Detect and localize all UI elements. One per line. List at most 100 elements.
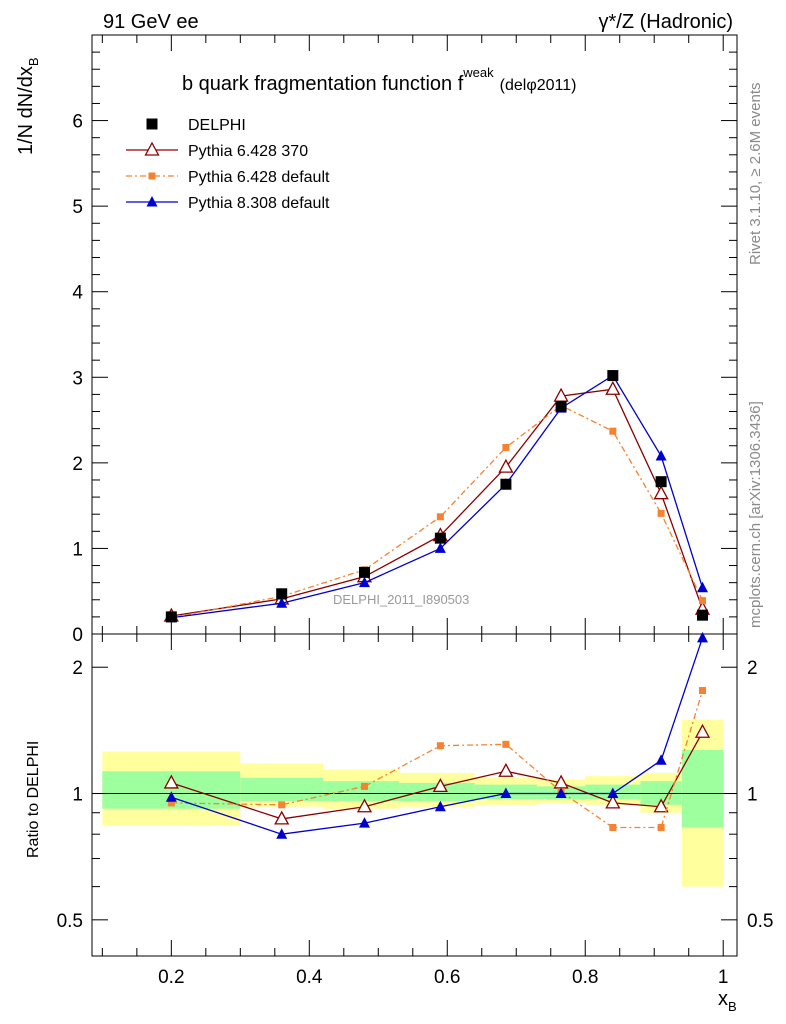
ratio-panel-frame [91,633,738,957]
top-ytick-label-4: 4 [72,283,83,304]
top-line-pythia-6-428-default [171,404,704,619]
top-point-pythia-6-428-default-4 [502,443,510,451]
ratio-point-pythia-6-428-370-2 [356,798,373,813]
ratio-point-pythia-8-308-default-5 [555,787,567,799]
ratio-point-pythia-6-428-default-2 [360,782,368,790]
header-right-prefix: γ*/Z [599,11,635,33]
xlabel-sub: B [728,999,737,1014]
ratio-series-pythia-6-428-370 [163,723,711,825]
top-point-delphi-8 [697,609,709,621]
ratio-point-pythia-6-428-370-3 [432,778,448,793]
ratio-panel-series [163,631,711,839]
ratio-point-pythia-6-428-370-6 [605,794,621,809]
top-point-pythia-8-308-default-1 [276,597,288,608]
xlabel-main: x [718,988,728,1010]
ratio-point-pythia-8-308-default-6 [607,787,619,799]
rivet-label: Rivet 3.1.10, ≥ 2.6M events [747,83,764,266]
top-point-delphi-5 [555,400,567,412]
ratio-point-pythia-8-308-default-2 [358,817,370,828]
top-point-pythia-6-428-default-3 [436,513,444,521]
top-series-pythia-6-428-default [167,402,707,622]
legend: DELPHI Pythia 6.428 370 Pythia 6.428 defau… [126,117,330,212]
ratio-ylabel: Ratio to DELPHI [25,741,42,858]
ratio-ytick-label-right-2: 2 [747,658,758,679]
top-point-delphi-1 [276,588,288,600]
header-left: 91 GeV ee [103,11,199,33]
ratio-point-pythia-8-308-default-8 [697,631,709,643]
xlabel: xB [718,988,737,1014]
top-point-pythia-6-428-default-7 [657,509,665,517]
legend-marker-pythia-6-428-370 [144,141,160,156]
top-series-delphi [165,370,709,623]
ratio-ytick-label-right-0: 0.5 [747,911,773,932]
ratio-point-pythia-6-428-370-7 [653,798,669,813]
top-ylabel: 1/N dN/dxB [15,57,41,155]
top-point-delphi-3 [434,532,446,544]
top-ytick-label-3: 3 [72,368,83,389]
top-point-pythia-8-308-default-7 [655,450,667,461]
axes: 0.2 0.4 0.6 0.8 1 0 1 2 3 4 5 6 0.5 0.5 1 1 2 2 [57,34,773,988]
ratio-band-green-8 [681,749,724,828]
top-series-pythia-6-428-370 [163,380,711,622]
ratio-point-pythia-6-428-default-1 [278,801,286,809]
ratio-band-green-1 [240,777,324,801]
top-ylabel-main: 1/N dN/dx [15,66,37,155]
ratio-point-pythia-8-308-default-1 [276,828,288,839]
header-right: γ*/Z (Hadronic) [599,11,733,33]
chart-title-suffix: (delφ2011) [500,77,577,94]
xtick-label-2: 0.6 [434,967,460,988]
top-ytick-label-2: 2 [72,454,83,475]
top-point-pythia-6-428-370-7 [653,485,669,500]
chart-title-main: b quark fragmentation function f [182,73,464,95]
top-ytick-label-0: 0 [72,625,83,646]
xtick-label-4: 1 [718,967,729,988]
legend-entry-pythia-6-428-default: Pythia 6.428 default [126,169,330,186]
legend-label-pythia-8-308-default: Pythia 8.308 default [188,195,330,212]
legend-marker-pythia-8-308-default [146,196,158,207]
top-ytick-label-1: 1 [72,539,83,560]
ratio-point-pythia-8-308-default-7 [655,754,667,765]
top-line-pythia-6-428-370 [171,388,704,617]
ratio-ytick-label-left-1: 1 [72,785,83,806]
top-ylabel-sub: B [26,57,41,66]
ratio-ytick-label-right-1: 1 [747,785,758,806]
ratio-point-pythia-6-428-default-4 [502,740,510,748]
ratio-ytick-label-left-2: 2 [72,658,83,679]
ratio-point-pythia-6-428-default-6 [609,823,617,831]
ratio-point-pythia-6-428-default-0 [167,799,175,807]
top-point-delphi-7 [655,476,667,488]
top-point-pythia-8-308-default-2 [358,576,370,588]
ratio-point-pythia-8-308-default-0 [165,791,177,802]
legend-label-pythia-6-428-370: Pythia 6.428 370 [188,143,308,160]
mcplots-label: mcplots.cern.ch [arXiv:1306.3436] [747,401,764,628]
top-point-delphi-6 [607,370,619,382]
top-point-pythia-6-428-default-6 [609,427,617,435]
top-point-pythia-6-428-default-8 [699,597,707,605]
top-point-pythia-8-308-default-8 [697,581,709,593]
ratio-series-pythia-8-308-default [165,631,709,839]
chart-title-sup: weak [462,65,494,80]
top-point-pythia-8-308-default-3 [434,542,446,553]
chart-title: b quark fragmentation function fweak (del… [182,65,576,95]
ratio-point-pythia-8-308-default-4 [500,787,512,799]
ratio-point-pythia-8-308-default-3 [434,800,446,812]
xtick-label-1: 0.4 [296,967,323,988]
ratio-point-pythia-6-428-370-8 [694,723,711,738]
top-ytick-label-6: 6 [72,112,83,133]
legend-marker-pythia-6-428-default [148,172,156,180]
top-point-pythia-6-428-370-6 [605,380,621,395]
ratio-ytick-label-left-0: 0.5 [57,911,83,932]
top-series-pythia-8-308-default [165,369,709,623]
legend-marker-delphi [146,118,158,130]
ratio-point-pythia-6-428-default-3 [436,742,444,750]
ratio-point-pythia-6-428-370-1 [274,810,290,825]
ratio-panel-bands [102,719,724,887]
ratio-band-green-2 [323,781,399,801]
legend-entry-pythia-6-428-370: Pythia 6.428 370 [126,141,308,160]
legend-entry-delphi: DELPHI [146,117,246,134]
header-right-suffix: (Hadronic) [634,11,733,33]
top-point-delphi-4 [500,478,512,490]
legend-label-pythia-6-428-default: Pythia 6.428 default [188,169,330,186]
top-point-pythia-6-428-370-4 [498,458,514,473]
